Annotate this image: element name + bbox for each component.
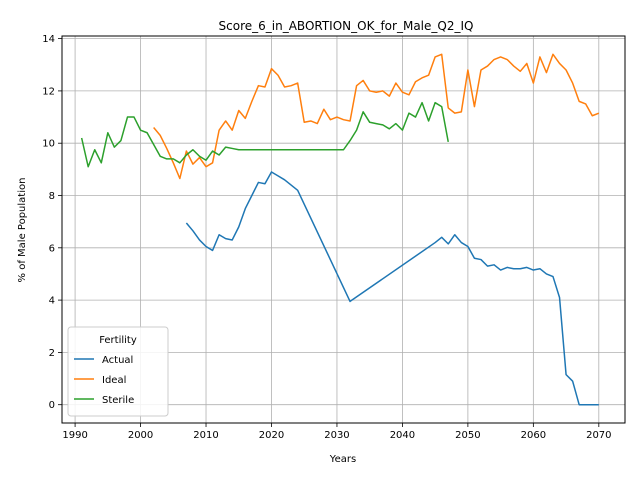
legend-title: Fertility — [99, 335, 137, 346]
x-tick-label: 2070 — [586, 430, 611, 441]
y-axis: 0 2 4 6 8 10 12 14 — [42, 34, 62, 411]
x-tick-label: 2030 — [324, 430, 349, 441]
legend-items: Actual Ideal Sterile — [74, 355, 134, 406]
legend-label-actual: Actual — [102, 355, 133, 366]
y-tick-label: 2 — [49, 348, 55, 359]
legend-label-ideal: Ideal — [102, 375, 126, 386]
series-line-sterile — [80, 101, 449, 168]
legend: Fertility Actual Ideal Sterile — [67, 326, 169, 417]
legend-label-sterile: Sterile — [102, 395, 134, 406]
x-tick-label: 2020 — [259, 430, 284, 441]
x-tick-label: 2010 — [193, 430, 218, 441]
y-tick-label: 4 — [49, 296, 55, 307]
y-tick-label: 10 — [42, 139, 55, 150]
series-lines — [80, 53, 600, 406]
y-tick-label: 8 — [49, 191, 55, 202]
plot-frame — [61, 35, 626, 424]
x-axis-label: Years — [329, 454, 356, 465]
x-axis: 1990 2000 2010 2020 2030 2040 2050 2060 2070 — [62, 423, 612, 441]
y-tick-label: 0 — [49, 400, 55, 411]
series-line-actual — [185, 171, 599, 406]
series-line-ideal — [153, 53, 600, 180]
x-tick-label: 2000 — [128, 430, 153, 441]
legend-box — [67, 326, 169, 417]
x-tick-label: 2040 — [390, 430, 415, 441]
x-tick-label: 2060 — [521, 430, 546, 441]
chart-title: Score_6_in_ABORTION_OK_for_Male_Q2_IQ — [219, 19, 474, 33]
y-axis-label: % of Male Population — [17, 178, 28, 283]
y-tick-label: 12 — [42, 86, 55, 97]
gridlines — [62, 36, 625, 423]
x-tick-label: 2050 — [455, 430, 480, 441]
y-tick-label: 14 — [42, 34, 55, 45]
y-tick-label: 6 — [49, 243, 55, 254]
x-tick-label: 1990 — [62, 430, 87, 441]
